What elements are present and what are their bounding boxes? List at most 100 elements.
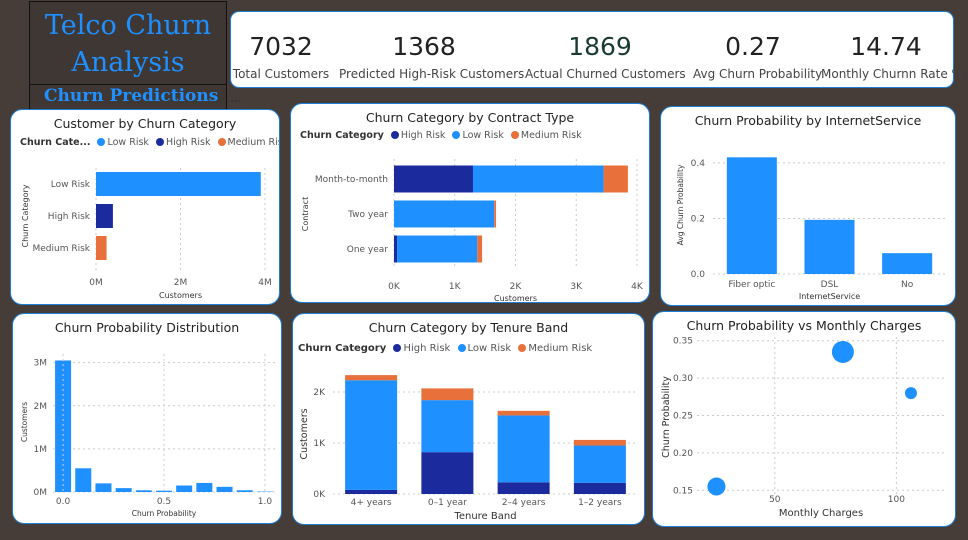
bar bbox=[75, 468, 92, 492]
card-prob-by-internet[interactable]: Churn Probability by InternetService 0.0… bbox=[660, 106, 956, 306]
bar bbox=[176, 485, 193, 492]
legend-dot-high bbox=[155, 138, 164, 146]
bar-segment bbox=[421, 452, 474, 494]
y-tick-label: 3M bbox=[34, 359, 48, 369]
scatter-point bbox=[831, 340, 854, 363]
kpi-label: Total Customers bbox=[232, 67, 330, 81]
x-tick-label: 50 bbox=[769, 495, 781, 505]
y-tick-label: 0.30 bbox=[673, 374, 693, 384]
y-tick-label: 0.2 bbox=[691, 214, 705, 224]
bar bbox=[55, 360, 72, 492]
chart-legend[interactable]: Churn Category High Risk Low Risk Medium… bbox=[300, 130, 582, 141]
chart-category-by-contract: 0K 1K 2K 3K 4K Month-to-month Two year One year… bbox=[301, 159, 644, 302]
bar-segment bbox=[497, 415, 550, 483]
chart-title: Churn Category by Tenure Band bbox=[368, 320, 569, 335]
title-frame: Telco Churn Analysis bbox=[30, 2, 226, 85]
legend-dot-high bbox=[393, 344, 402, 352]
x-tick-label: 0M bbox=[89, 278, 103, 288]
y-axis-label: Customers bbox=[299, 408, 310, 459]
title-panel: Telco Churn Analysis Churn Predictions .… bbox=[29, 1, 241, 112]
x-tick-label: 1–2 years bbox=[578, 498, 622, 508]
chart-legend[interactable]: Churn Category High Risk Low Risk Medium… bbox=[298, 343, 592, 354]
page-subtitle[interactable]: Churn Predictions bbox=[44, 86, 219, 106]
y-tick-label: 2M bbox=[34, 402, 48, 412]
title-line-2: Analysis bbox=[71, 47, 185, 78]
chart-title: Churn Probability Distribution bbox=[54, 320, 240, 335]
card-customer-by-category[interactable]: Customer by Churn Category Churn Cate...… bbox=[10, 109, 280, 305]
legend-low: Low Risk bbox=[467, 343, 512, 354]
bar bbox=[96, 204, 113, 228]
bar bbox=[216, 486, 233, 492]
y-tick-label: Two year bbox=[347, 210, 388, 220]
kpi-bar: 7032 Total Customers 1368 Predicted High… bbox=[230, 11, 963, 88]
bar-segment bbox=[497, 410, 550, 416]
bar bbox=[96, 236, 107, 260]
kpi-value: 1869 bbox=[568, 32, 632, 61]
x-axis-label: Monthly Charges bbox=[779, 508, 863, 519]
more-options-icon[interactable]: ... bbox=[230, 94, 242, 105]
bar bbox=[882, 253, 933, 274]
chart-prob-distribution: 0M 1M 2M 3M 0.0 0.5 1.0 Churn Probability Custom… bbox=[20, 354, 275, 518]
card-category-by-contract[interactable]: Churn Category by Contract Type Churn Ca… bbox=[290, 103, 650, 303]
legend-title: Churn Category bbox=[298, 343, 387, 354]
bar-segment bbox=[472, 165, 604, 193]
x-tick-label: No bbox=[901, 280, 914, 290]
bar bbox=[804, 219, 855, 274]
legend-dot-low bbox=[452, 131, 461, 139]
y-axis-label: Customers bbox=[20, 402, 29, 442]
card-prob-vs-charges[interactable]: Churn Probability vs Monthly Charges 0.1… bbox=[652, 311, 956, 527]
legend-high: High Risk bbox=[403, 343, 451, 354]
chart-title: Churn Category by Contract Type bbox=[365, 110, 575, 125]
chart-title: Customer by Churn Category bbox=[53, 116, 237, 131]
kpi-value: 14.74 bbox=[850, 32, 922, 61]
x-tick-label: 4+ years bbox=[351, 498, 392, 508]
y-axis-label: Churn Category bbox=[21, 184, 30, 247]
x-tick-label: 4M bbox=[258, 278, 272, 288]
bar-segment bbox=[477, 235, 483, 263]
bar bbox=[236, 490, 253, 492]
kpi-label: Monthly Churnn Rate % bbox=[821, 67, 963, 81]
legend-dot-low bbox=[457, 344, 466, 352]
bar bbox=[196, 482, 213, 492]
x-tick-label: DSL bbox=[821, 280, 839, 290]
legend-low: Low Risk bbox=[107, 137, 149, 148]
legend-high: High Risk bbox=[400, 130, 446, 141]
y-tick-label: Month-to-month bbox=[315, 175, 388, 185]
chart-category-by-tenure: 0K 1K 2K 4+ years 0–1 year 2–4 years 1–2 years… bbox=[299, 375, 638, 522]
card-category-by-tenure[interactable]: Churn Category by Tenure Band Churn Cate… bbox=[292, 313, 645, 525]
dashboard-title: Telco Churn Analysis bbox=[30, 7, 226, 81]
bar bbox=[726, 157, 777, 274]
x-tick-label: 1.0 bbox=[258, 497, 273, 507]
chart-title: Churn Probability vs Monthly Charges bbox=[686, 318, 922, 333]
x-tick-label: 0K bbox=[388, 282, 401, 292]
bar bbox=[96, 172, 261, 196]
legend-dot-low bbox=[97, 138, 106, 146]
y-tick-label: 0.25 bbox=[673, 412, 693, 422]
kpi-label: Avg Churn Probability bbox=[693, 67, 823, 81]
scatter-point bbox=[904, 387, 917, 400]
y-axis-label: Contract bbox=[301, 197, 310, 231]
chart-prob-vs-charges: 0.15 0.20 0.25 0.30 0.35 50 100 Monthly Charges… bbox=[661, 337, 945, 519]
y-tick-label: 0.20 bbox=[673, 449, 693, 459]
bar-segment bbox=[345, 380, 398, 490]
bar-segment bbox=[603, 165, 628, 193]
legend-dot-high bbox=[390, 131, 399, 139]
chart-legend[interactable]: Churn Cate... Low Risk High Risk Medium … bbox=[20, 137, 279, 148]
bar-segment bbox=[345, 489, 398, 494]
y-axis-label: Avg Churn Probability bbox=[676, 164, 685, 245]
bar bbox=[115, 488, 132, 492]
y-tick-label: 0.4 bbox=[691, 159, 706, 169]
x-tick-label: 4K bbox=[631, 282, 644, 292]
bar-segment bbox=[573, 439, 626, 446]
chart-title: Churn Probability by InternetService bbox=[694, 113, 922, 128]
kpi-value: 1368 bbox=[392, 32, 456, 61]
kpi-label: Actual Churned Customers bbox=[525, 67, 686, 81]
chart-customer-by-category: 0M 2M 4M Low Risk High Risk Medium Risk Custom… bbox=[21, 168, 272, 300]
x-tick-label: 1K bbox=[449, 282, 462, 292]
x-axis-label: Customers bbox=[159, 291, 202, 300]
bar-segment bbox=[573, 445, 626, 483]
bar-segment bbox=[397, 235, 478, 263]
legend-title: Churn Cate... bbox=[20, 137, 91, 148]
card-prob-distribution[interactable]: Churn Probability Distribution 0M 1M 2M 3M 0… bbox=[12, 313, 282, 524]
x-tick-label: 0.5 bbox=[157, 497, 171, 507]
